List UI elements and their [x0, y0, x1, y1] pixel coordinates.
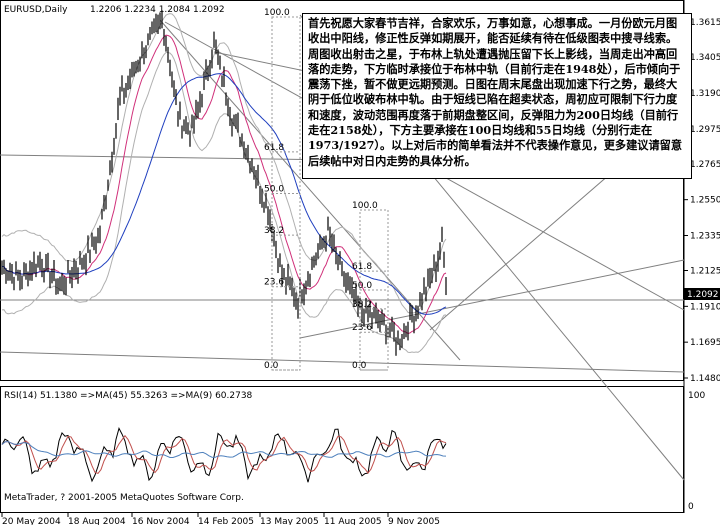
rsi-level-0: 0 — [688, 502, 694, 512]
price-tick-label: 1.2125 — [690, 267, 720, 277]
current-price-badge — [684, 288, 720, 300]
rsi-series — [1, 427, 447, 483]
fib-set-2-label: 61.8 — [352, 262, 372, 272]
rsi-ma9-line — [1, 434, 447, 474]
fib-set-2-label: 0.0 — [352, 361, 367, 371]
indicator-header: RSI(14) 51.1380 =>MA(45) 55.3263 =>MA(9)… — [4, 391, 253, 401]
time-axis: 20 May 2004 18 Aug 2004 16 Nov 2004 14 Feb … — [1, 513, 440, 525]
fib-set-2-label: 100.0 — [352, 201, 378, 211]
time-tick-label: 13 May 2005 — [260, 517, 319, 525]
trendline — [0, 351, 685, 373]
bollinger-upper — [1, 13, 447, 314]
fib-set-2-label: 38.2 — [352, 300, 372, 310]
time-tick-label: 9 Nov 2005 — [388, 517, 440, 525]
fib-set-1-label: 100.0 — [264, 8, 290, 18]
symbol-header: EURUSD,Daily — [4, 5, 68, 15]
fib-set-1-label: 23.6 — [264, 278, 284, 288]
price-tick-label: 1.1480 — [690, 374, 720, 384]
price-tick-label: 1.3615 — [690, 18, 720, 28]
rsi-line — [1, 427, 447, 483]
fib-set-2-label: 23.6 — [352, 323, 372, 333]
price-tick-label: 1.3405 — [690, 53, 720, 63]
rsi-ma45-line — [1, 441, 447, 458]
fibonacci-retracements: 100.0 61.8 50.0 38.2 23.6 0.0 100.0 61.8 50.0 38.… — [264, 8, 389, 371]
price-tick-label: 1.3190 — [690, 89, 720, 99]
fib-set-1-label: 61.8 — [264, 143, 284, 153]
price-tick-label: 1.2335 — [690, 232, 720, 242]
price-tick-label: 1.2975 — [690, 125, 720, 135]
fib-set-1-label: 50.0 — [264, 185, 284, 195]
current-price-label: 1.2092 — [687, 290, 719, 300]
fib-set-2-label: 50.0 — [352, 281, 372, 291]
price-axis: 1.3615 1.3405 1.3190 1.2975 1.2765 1.2550 1.23… — [684, 18, 720, 384]
price-tick-label: 1.1695 — [690, 338, 720, 348]
ohlc-readout: 1.2206 1.2234 1.2084 1.2092 — [90, 5, 225, 15]
time-tick-label: 11 Aug 2005 — [324, 517, 382, 525]
bollinger-bands — [1, 13, 447, 354]
bollinger-lower — [1, 52, 447, 354]
price-tick-label: 1.1910 — [690, 302, 720, 312]
rsi-level-100: 100 — [688, 391, 705, 401]
copyright-text: MetaTrader, ? 2001-2005 MetaQuotes Softw… — [4, 493, 244, 503]
fib-set-1-label: 0.0 — [264, 361, 279, 371]
time-tick-label: 20 May 2004 — [2, 517, 61, 525]
price-tick-label: 1.2765 — [690, 160, 720, 170]
time-tick-label: 18 Aug 2004 — [68, 517, 126, 525]
price-tick-label: 1.2550 — [690, 196, 720, 206]
commentary-box: 首先祝愿大家春节吉祥，合家欢乐，万事如意，心想事成。一月份欧元月图收出中阳线，修… — [302, 13, 692, 179]
price-series — [1, 10, 447, 356]
time-tick-label: 16 Nov 2004 — [132, 517, 190, 525]
fib-set-1-label: 38.2 — [264, 226, 284, 236]
time-tick-label: 14 Feb 2005 — [198, 517, 254, 525]
